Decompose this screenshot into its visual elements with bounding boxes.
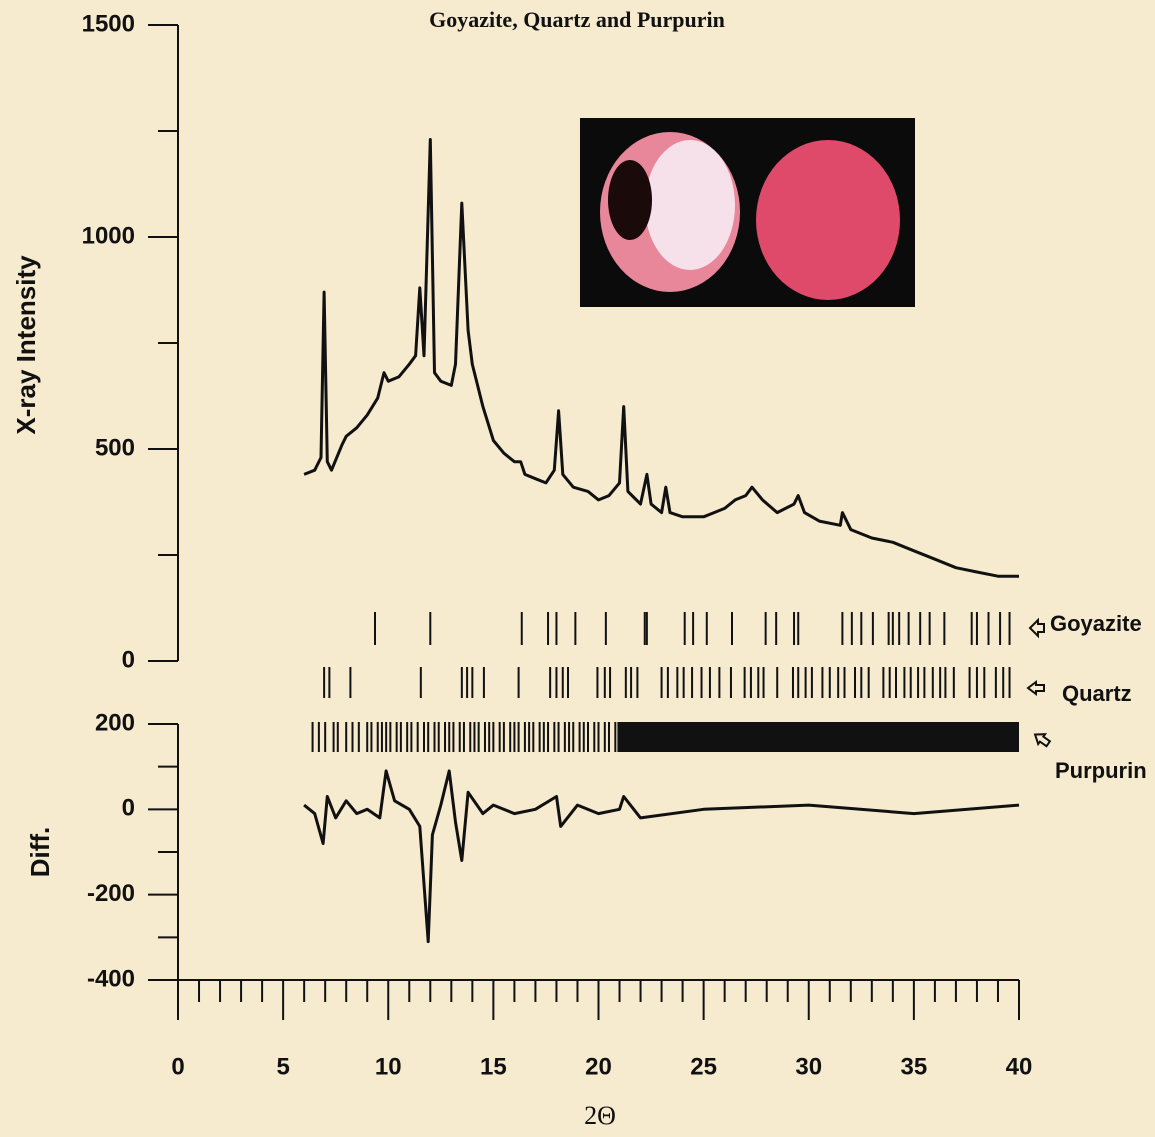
reflection-label: Goyazite — [1050, 611, 1142, 636]
x-tick-label: 5 — [276, 1053, 289, 1080]
reflection-band — [617, 722, 1019, 752]
y-axis-label: Diff. — [25, 827, 55, 878]
chart-title: Goyazite, Quartz and Purpurin — [429, 7, 725, 32]
y-tick-label: -400 — [87, 965, 135, 992]
x-tick-label: 20 — [585, 1053, 612, 1080]
chart: Goyazite, Quartz and Purpurin X-ray Inte… — [0, 0, 1155, 1137]
x-tick-label: 15 — [480, 1053, 507, 1080]
inset-photo — [580, 118, 915, 307]
x-tick-label: 25 — [690, 1053, 717, 1080]
y-tick-label: 500 — [95, 434, 135, 461]
x-tick-label: 35 — [901, 1053, 928, 1080]
y-tick-label: -200 — [87, 880, 135, 907]
background — [0, 0, 1155, 1137]
reflection-label: Quartz — [1062, 681, 1132, 706]
y-tick-label: 1500 — [82, 10, 135, 37]
x-axis-label: 2Θ — [584, 1101, 616, 1130]
y-axis-label: X-ray Intensity — [11, 255, 41, 435]
y-tick-label: 0 — [122, 646, 135, 673]
reflection-label: Purpurin — [1055, 758, 1147, 783]
x-tick-label: 30 — [795, 1053, 822, 1080]
y-tick-label: 200 — [95, 709, 135, 736]
x-tick-label: 0 — [171, 1053, 184, 1080]
y-tick-label: 0 — [122, 795, 135, 822]
x-tick-label: 10 — [375, 1053, 402, 1080]
y-tick-label: 1000 — [82, 222, 135, 249]
x-tick-label: 40 — [1006, 1053, 1033, 1080]
